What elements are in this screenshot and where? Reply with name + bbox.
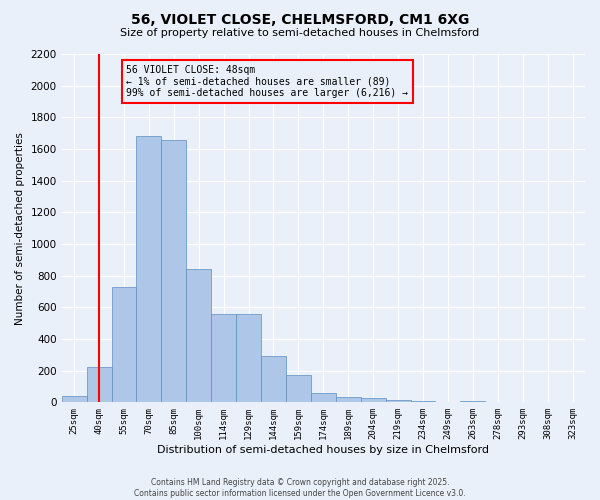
Bar — [311, 393, 336, 402]
Bar — [410, 401, 436, 402]
Text: Contains HM Land Registry data © Crown copyright and database right 2025.
Contai: Contains HM Land Registry data © Crown c… — [134, 478, 466, 498]
Bar — [136, 136, 161, 402]
Bar — [236, 314, 261, 402]
Bar — [112, 287, 136, 403]
Text: Size of property relative to semi-detached houses in Chelmsford: Size of property relative to semi-detach… — [121, 28, 479, 38]
Bar — [186, 268, 211, 402]
Bar — [361, 398, 386, 402]
Bar — [286, 374, 311, 402]
Bar — [211, 314, 236, 402]
Bar — [86, 366, 112, 402]
Y-axis label: Number of semi-detached properties: Number of semi-detached properties — [15, 132, 25, 324]
X-axis label: Distribution of semi-detached houses by size in Chelmsford: Distribution of semi-detached houses by … — [157, 445, 490, 455]
Bar — [62, 396, 86, 402]
Bar — [336, 397, 361, 402]
Bar — [386, 400, 410, 402]
Text: 56, VIOLET CLOSE, CHELMSFORD, CM1 6XG: 56, VIOLET CLOSE, CHELMSFORD, CM1 6XG — [131, 12, 469, 26]
Bar — [261, 356, 286, 403]
Bar — [460, 401, 485, 402]
Text: 56 VIOLET CLOSE: 48sqm
← 1% of semi-detached houses are smaller (89)
99% of semi: 56 VIOLET CLOSE: 48sqm ← 1% of semi-deta… — [127, 65, 409, 98]
Bar — [161, 140, 186, 402]
